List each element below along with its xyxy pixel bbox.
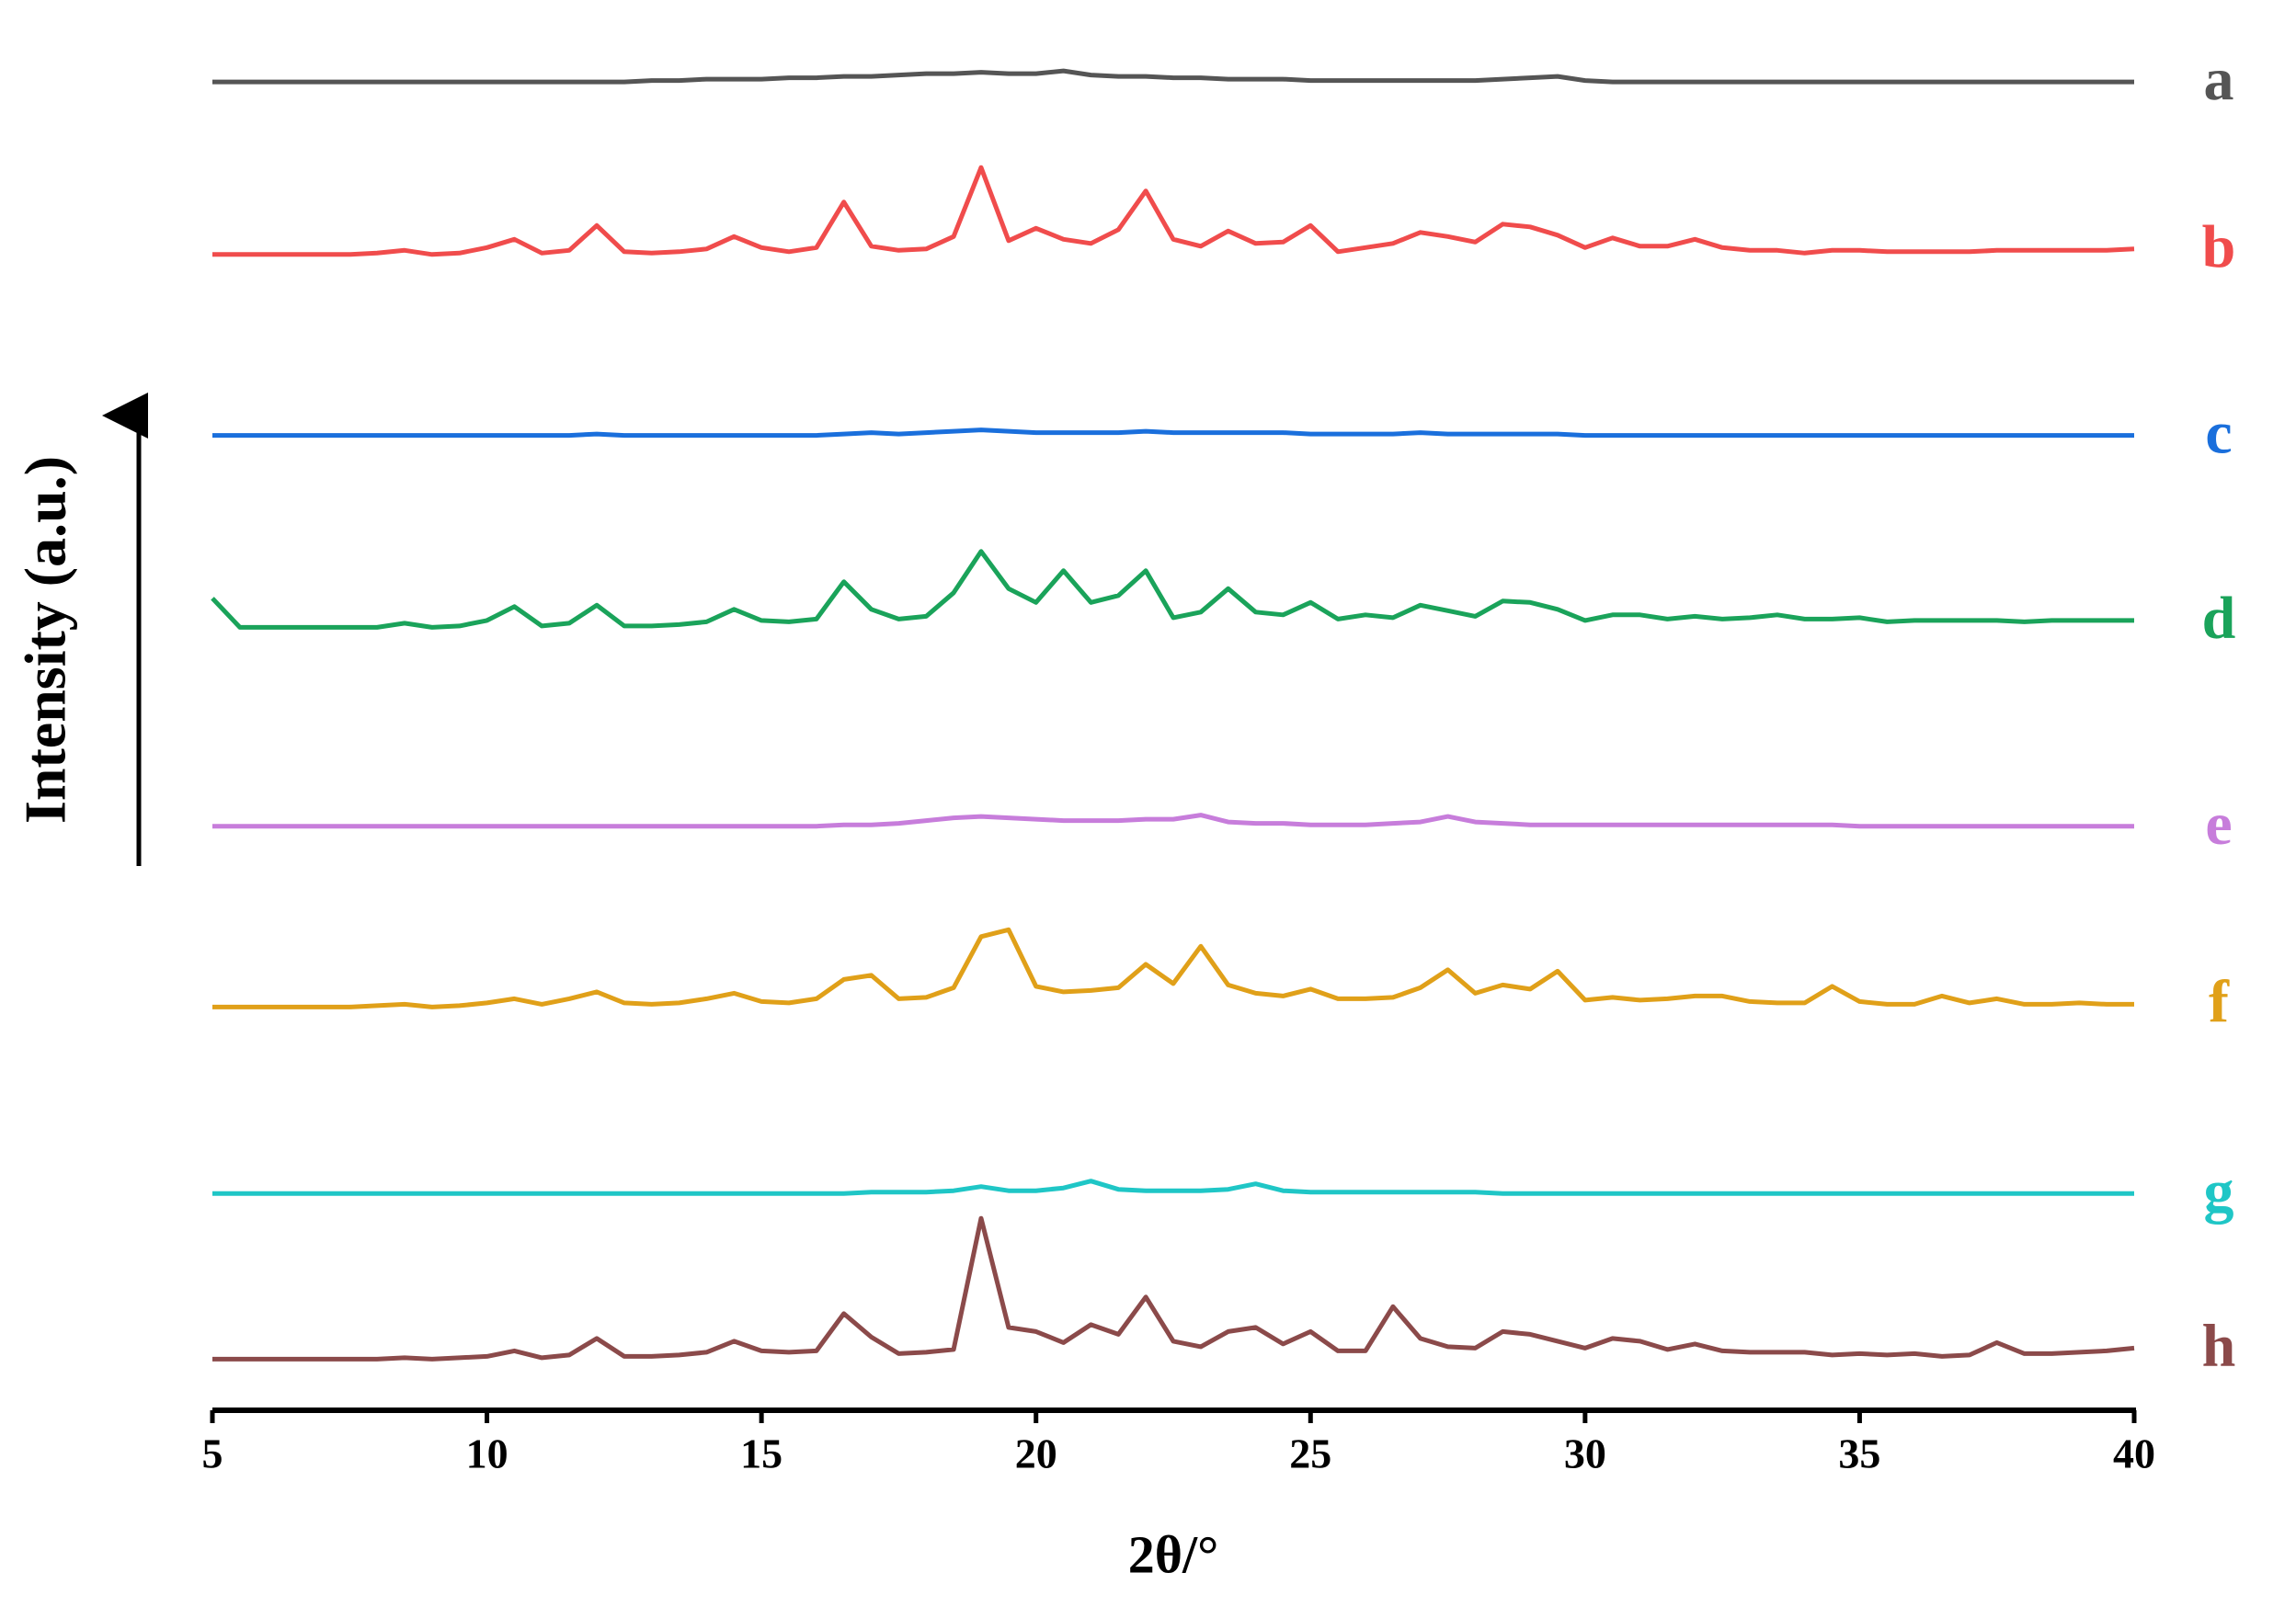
series-line xyxy=(211,549,2134,630)
series-line xyxy=(212,1215,2135,1362)
x-tick-label: 35 xyxy=(1838,1430,1880,1477)
x-tick-label: 40 xyxy=(2113,1430,2155,1477)
series-label: b xyxy=(2202,213,2236,280)
y-axis-title: Intensity (a.u.) xyxy=(13,456,78,824)
x-tick-label: 15 xyxy=(740,1430,782,1477)
x-tick-label: 20 xyxy=(1015,1430,1057,1477)
series-label: h xyxy=(2202,1313,2236,1380)
series-line xyxy=(212,927,2134,1009)
series-label: e xyxy=(2205,791,2232,858)
series-line xyxy=(212,427,2134,439)
series-label: g xyxy=(2204,1157,2234,1225)
series-line xyxy=(212,165,2135,257)
x-tick-label: 5 xyxy=(202,1430,223,1477)
x-tick-label: 30 xyxy=(1564,1430,1606,1477)
x-axis-title: 2θ/° xyxy=(1128,1524,1219,1584)
series-line xyxy=(212,1179,2134,1196)
series-label: c xyxy=(2205,400,2232,467)
series-label: a xyxy=(2204,46,2234,113)
x-tick-label: 10 xyxy=(466,1430,508,1477)
series-label: f xyxy=(2209,969,2230,1036)
x-tick-label: 25 xyxy=(1289,1430,1331,1477)
series-line xyxy=(212,813,2134,829)
series-label: d xyxy=(2202,585,2236,652)
series-line xyxy=(212,68,2134,85)
